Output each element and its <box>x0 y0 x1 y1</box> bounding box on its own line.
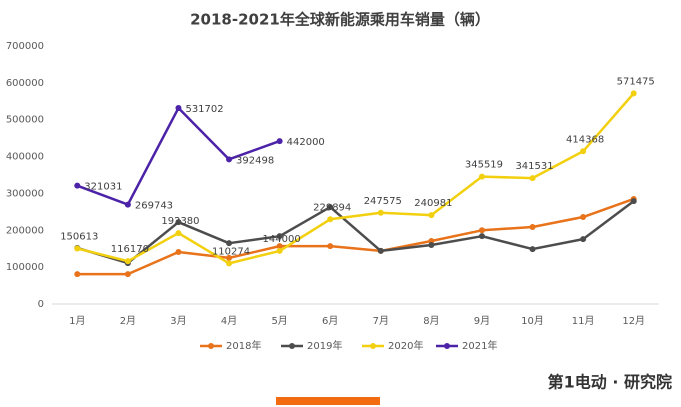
legend-marker <box>444 343 450 349</box>
point <box>175 219 182 226</box>
brand: 第1电动 · 研究院 <box>548 373 672 392</box>
value-label: 269743 <box>135 201 173 212</box>
point <box>276 233 283 240</box>
x-tick-label: 1月 <box>69 315 85 327</box>
point <box>175 230 182 237</box>
x-tick-label: 11月 <box>572 315 595 327</box>
point <box>580 236 587 243</box>
point <box>175 105 182 112</box>
value-label: 240981 <box>414 198 452 209</box>
series-line <box>77 197 635 276</box>
point <box>124 271 131 278</box>
value-label: 442000 <box>287 137 325 148</box>
x-tick-label: 2月 <box>120 315 136 327</box>
point <box>327 216 334 223</box>
point <box>327 204 334 211</box>
x-tick-label: 3月 <box>170 315 186 327</box>
point <box>124 258 131 265</box>
legend-marker <box>208 343 214 349</box>
y-tick-label: 700000 <box>6 41 44 52</box>
value-label: 531702 <box>185 104 223 115</box>
value-label: 110274 <box>212 246 250 257</box>
point <box>377 247 384 254</box>
point <box>327 243 334 250</box>
point <box>529 223 536 230</box>
point <box>630 198 637 205</box>
point <box>478 233 485 240</box>
value-label: 192380 <box>161 216 199 227</box>
x-tick-label: 10月 <box>521 315 544 327</box>
x-tick-label: 4月 <box>221 315 237 327</box>
point <box>124 201 131 208</box>
value-label: 116170 <box>111 244 149 255</box>
point <box>226 254 233 261</box>
value-label: 414368 <box>566 134 604 145</box>
legend-label: 2021年 <box>462 339 497 352</box>
point <box>428 212 435 219</box>
point <box>377 209 384 216</box>
point <box>428 242 435 249</box>
point <box>74 271 81 278</box>
point <box>529 246 536 253</box>
point <box>580 214 587 221</box>
value-label: 247575 <box>364 196 402 207</box>
value-label: 150613 <box>60 231 98 242</box>
y-tick-label: 200000 <box>6 225 44 236</box>
legend-label: 2019年 <box>307 339 342 352</box>
point <box>175 249 182 256</box>
point <box>276 247 283 254</box>
y-tick-label: 400000 <box>6 152 44 163</box>
y-tick-label: 600000 <box>6 78 44 89</box>
point <box>478 173 485 180</box>
y-tick-label: 0 <box>38 299 44 310</box>
legend-label: 2018年 <box>226 339 261 352</box>
x-tick-label: 7月 <box>373 315 389 327</box>
decor-bar <box>276 397 380 405</box>
x-tick-label: 9月 <box>474 315 490 327</box>
legend-marker <box>370 343 376 349</box>
value-label: 144000 <box>263 234 301 245</box>
point <box>276 138 283 145</box>
point <box>74 182 81 189</box>
point <box>226 240 233 247</box>
legend-label: 2020年 <box>388 339 423 352</box>
value-label: 392498 <box>236 155 274 166</box>
value-label: 345519 <box>465 160 503 171</box>
point <box>580 148 587 155</box>
value-label: 321031 <box>84 182 122 193</box>
x-tick-label: 5月 <box>271 315 287 327</box>
series-line <box>76 200 635 265</box>
legend-marker <box>289 343 295 349</box>
point <box>226 156 233 163</box>
y-tick-label: 500000 <box>6 115 44 126</box>
x-tick-label: 8月 <box>423 315 439 327</box>
point <box>630 90 637 97</box>
x-tick-label: 6月 <box>322 315 338 327</box>
chart-title: 2018-2021年全球新能源乘用车销量（辆） <box>190 11 490 29</box>
value-label: 229894 <box>313 202 351 213</box>
y-tick-label: 300000 <box>6 188 44 199</box>
x-tick-label: 12月 <box>622 315 645 327</box>
series-line <box>76 92 635 265</box>
point <box>478 227 485 234</box>
point <box>529 175 536 182</box>
value-label: 571475 <box>617 76 655 87</box>
value-label: 341531 <box>515 161 553 172</box>
point <box>74 245 81 252</box>
y-tick-label: 100000 <box>6 262 44 273</box>
point <box>226 260 233 267</box>
point <box>276 243 283 250</box>
